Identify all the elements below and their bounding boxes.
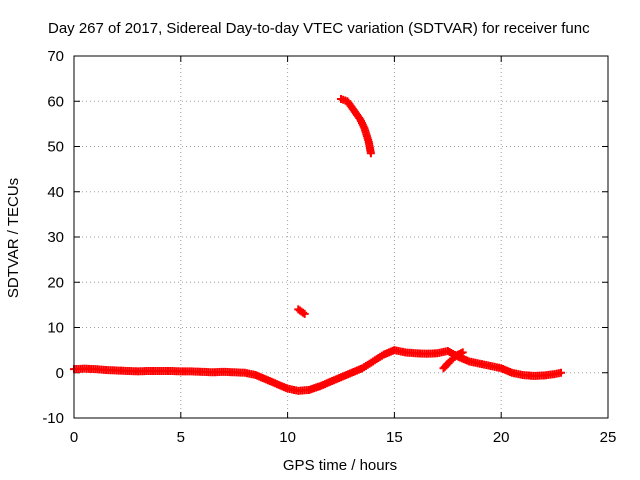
- x-tick-label: 5: [177, 429, 185, 446]
- y-tick-label: 0: [56, 365, 64, 382]
- data-point: [299, 308, 308, 317]
- data-point: [458, 348, 467, 357]
- y-tick-label: 50: [47, 139, 64, 156]
- series-outlier: [294, 305, 309, 318]
- grid-lines: [74, 56, 608, 418]
- y-tick-label: -10: [42, 410, 64, 427]
- series-dip-segment: [439, 348, 467, 373]
- series-main-trace: [70, 346, 566, 395]
- y-tick-label: 60: [47, 93, 64, 110]
- plot-frame: [73, 55, 609, 419]
- y-tick-label: 70: [47, 48, 64, 65]
- x-tick-label: 20: [493, 429, 510, 446]
- y-tick-label: 30: [47, 229, 64, 246]
- data-point: [557, 368, 566, 377]
- y-tick-label: 10: [47, 320, 64, 337]
- y-tick-labels: -10 0 10 20 30 40 50 60 70: [42, 48, 64, 427]
- series-upper-arc: [337, 94, 375, 158]
- x-tick-label: 10: [279, 429, 296, 446]
- y-tick-label: 20: [47, 274, 64, 291]
- chart-title: Day 267 of 2017, Sidereal Day-to-day VTE…: [48, 20, 590, 37]
- data-point: [366, 149, 375, 158]
- x-tick-labels: 0 5 10 15 20 25: [70, 429, 617, 446]
- y-axis-label: SDTVAR / TECUs: [5, 178, 22, 298]
- data-points: [70, 94, 566, 395]
- y-tick-label: 40: [47, 184, 64, 201]
- x-tick-label: 0: [70, 429, 78, 446]
- x-tick-label: 15: [386, 429, 403, 446]
- x-tick-label: 25: [600, 429, 617, 446]
- data-point: [300, 309, 309, 318]
- x-axis-label: GPS time / hours: [283, 457, 397, 474]
